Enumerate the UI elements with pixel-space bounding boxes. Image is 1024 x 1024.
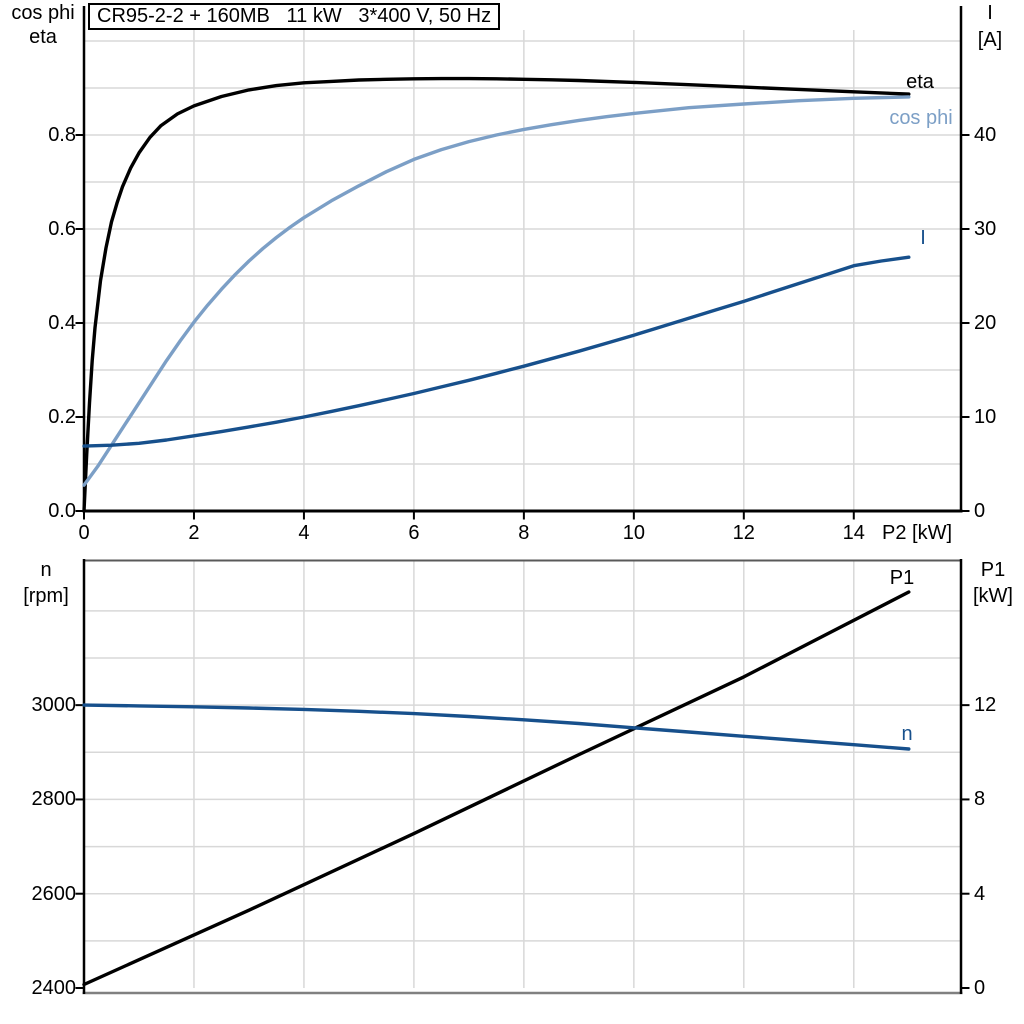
bottom-left-axis-label-line1: n bbox=[40, 559, 52, 581]
bottom-left-axis-label-line2: [rpm] bbox=[23, 585, 69, 607]
curve-I bbox=[82, 255, 911, 448]
left-tick-label: 2600 bbox=[31, 882, 77, 905]
chart-title: CR95-2-2 + 160MB 11 kW 3*400 V, 50 Hz bbox=[88, 3, 501, 30]
left-tick-label: 0.6 bbox=[48, 218, 76, 240]
curve-P1 bbox=[82, 590, 911, 987]
x-tick-label: 14 bbox=[842, 522, 865, 544]
left-tick-label: 3000 bbox=[31, 694, 77, 717]
left-tick-label: 0.8 bbox=[48, 124, 76, 146]
x-tick-label: 12 bbox=[732, 522, 755, 544]
right-tick-label: 0 bbox=[974, 977, 986, 999]
bottom-right-axis-label-line2: [kW] bbox=[973, 585, 1013, 607]
right-tick-label: 0 bbox=[974, 500, 986, 522]
x-tick-label: 0 bbox=[78, 522, 90, 544]
curve-eta bbox=[82, 76, 911, 513]
right-tick-label: 30 bbox=[974, 218, 997, 240]
bottom-right-axis-label-line1: P1 bbox=[980, 559, 1006, 581]
right-tick-label: 4 bbox=[974, 882, 986, 905]
curve-label-n: n bbox=[901, 723, 913, 745]
left-tick-label: 2400 bbox=[31, 977, 77, 999]
curve-label-I: I bbox=[920, 227, 926, 249]
left-tick-label: 0.0 bbox=[48, 500, 76, 522]
top-left-axis-label-line1: cos phi bbox=[11, 2, 75, 24]
right-tick-label: 8 bbox=[974, 788, 986, 811]
x-tick-label: 8 bbox=[518, 522, 530, 544]
left-tick-label: 0.4 bbox=[48, 312, 76, 334]
right-tick-label: 10 bbox=[974, 406, 997, 428]
x-axis-label: P2 [kW] bbox=[882, 522, 953, 544]
left-tick-label: 2800 bbox=[31, 788, 77, 811]
curve-label-eta: eta bbox=[906, 71, 934, 93]
left-tick-label: 0.2 bbox=[48, 406, 76, 428]
curve-cos_phi bbox=[82, 95, 911, 487]
x-tick-label: 10 bbox=[622, 522, 645, 544]
curve-label-P1: P1 bbox=[889, 567, 915, 589]
curve-n bbox=[82, 703, 911, 751]
right-tick-label: 20 bbox=[974, 312, 997, 334]
right-tick-label: 40 bbox=[974, 124, 997, 146]
top-left-axis-label-line2: eta bbox=[29, 26, 57, 48]
curve-label-cos_phi: cos phi bbox=[889, 107, 953, 129]
right-tick-label: 12 bbox=[974, 694, 997, 717]
x-tick-label: 4 bbox=[298, 522, 310, 544]
x-tick-label: 6 bbox=[408, 522, 420, 544]
top-right-axis-label-line1: I bbox=[987, 2, 993, 24]
top-right-axis-label-line2: [A] bbox=[977, 29, 1003, 51]
x-tick-label: 2 bbox=[188, 522, 200, 544]
